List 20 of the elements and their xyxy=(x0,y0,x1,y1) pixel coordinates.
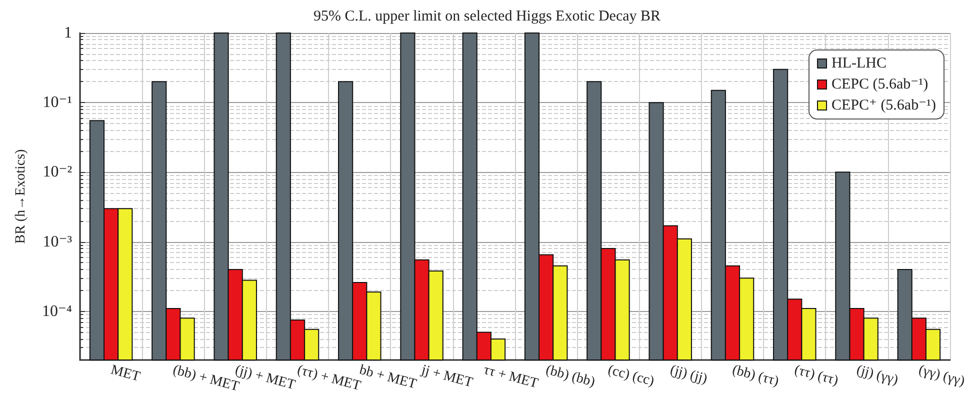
y-tick-label: 10⁻⁴ xyxy=(42,302,72,320)
y-tick-label: 10⁻² xyxy=(42,164,72,181)
x-tick-label: (bb) (ττ) xyxy=(730,362,781,390)
y-tick-label: 10⁻¹ xyxy=(42,94,72,112)
y-axis-title: BR (h→Exotics) xyxy=(14,148,28,244)
x-tick-label: (bb) (bb) xyxy=(544,362,597,390)
x-tick-label: (jj) (γγ) xyxy=(854,362,900,388)
x-tick-label: MET xyxy=(109,362,142,386)
legend-label: HL-LHC xyxy=(832,56,887,72)
chart-title: 95% C.L. upper limit on selected Higgs Exotic Decay BR xyxy=(313,8,661,24)
x-tick-label: ττ + MET xyxy=(482,362,540,392)
x-tick-label: jj + MET xyxy=(418,362,475,391)
x-tick-label: (jj) (jj) xyxy=(668,362,710,388)
y-tick-label: 1 xyxy=(64,24,72,42)
y-tick-label: 10⁻³ xyxy=(42,233,72,250)
legend-label: CEPC⁺ (5.6ab⁻¹) xyxy=(832,98,936,114)
x-tick-label: (γγ) (γγ) xyxy=(916,362,966,390)
x-tick-label: (cc) (cc) xyxy=(606,362,656,390)
legend-label: CEPC (5.6ab⁻¹) xyxy=(832,76,928,92)
x-tick-label: (ττ) (ττ) xyxy=(792,362,840,389)
